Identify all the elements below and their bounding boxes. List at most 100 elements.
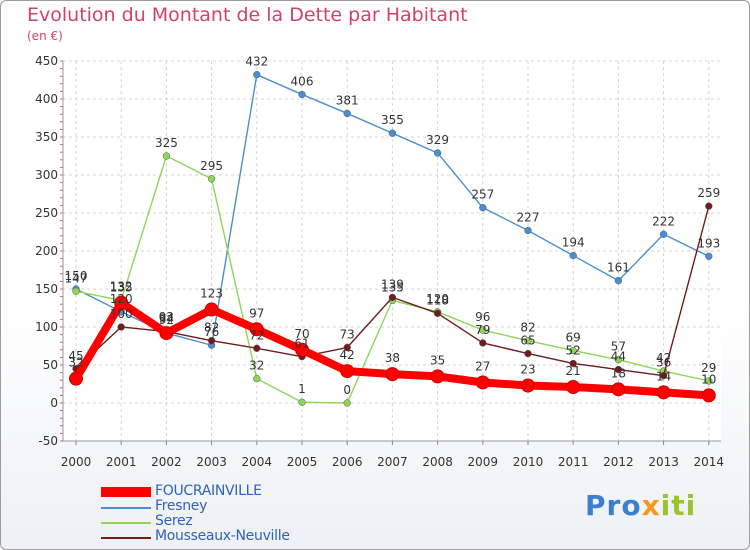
data-point-serez: [72, 287, 80, 295]
data-point-mousseaux-neuville: [569, 359, 577, 368]
data-label-foucrainville: 23: [520, 363, 535, 377]
data-point-serez: [343, 399, 351, 407]
data-label-mousseaux-neuville: 100: [110, 307, 133, 321]
data-label-foucrainville: 10: [701, 372, 716, 386]
x-tick-label: 2001: [106, 455, 137, 469]
data-point-foucrainville: [475, 375, 490, 390]
data-label-serez: 96: [475, 310, 490, 324]
x-tick-label: 2002: [151, 455, 182, 469]
data-label-fresney: 161: [607, 261, 630, 275]
data-point-mousseaux-neuville: [524, 349, 532, 358]
x-tick-label: 2009: [468, 455, 499, 469]
y-tick-label: -50: [38, 434, 58, 448]
data-label-fresney: 432: [245, 55, 268, 69]
data-point-mousseaux-neuville: [343, 343, 351, 352]
data-label-mousseaux-neuville: 36: [656, 356, 671, 370]
data-label-mousseaux-neuville: 52: [566, 343, 581, 357]
data-label-foucrainville: 132: [110, 280, 133, 294]
legend-swatch-foucrainville: [101, 487, 151, 497]
data-point-fresney: [253, 71, 261, 79]
legend-label-foucrainville: FOUCRAINVILLE: [155, 483, 262, 499]
data-point-foucrainville: [340, 364, 355, 379]
y-tick-label: 150: [35, 282, 58, 296]
data-label-fresney: 329: [426, 133, 449, 147]
data-label-fresney: 92: [159, 313, 174, 327]
data-label-mousseaux-neuville: 44: [611, 350, 626, 364]
data-point-serez: [298, 398, 306, 406]
data-point-foucrainville: [656, 385, 671, 400]
data-label-serez: 32: [249, 359, 264, 373]
data-label-foucrainville: 27: [475, 359, 490, 373]
data-point-foucrainville: [385, 367, 400, 382]
data-point-fresney: [433, 149, 442, 157]
data-label-serez: 147: [65, 271, 88, 285]
legend-swatch-serez: [101, 522, 151, 524]
data-point-fresney: [524, 226, 532, 235]
data-point-fresney: [705, 252, 713, 260]
data-label-foucrainville: 21: [566, 364, 581, 378]
data-label-serez: 295: [200, 159, 223, 173]
data-label-foucrainville: 97: [249, 306, 264, 320]
data-label-serez: 135: [110, 280, 133, 294]
data-point-mousseaux-neuville: [388, 293, 397, 302]
data-label-foucrainville: 35: [430, 353, 445, 367]
data-point-fresney: [388, 129, 397, 137]
data-label-mousseaux-neuville: 61: [294, 337, 309, 351]
data-point-serez: [207, 175, 216, 183]
data-point-mousseaux-neuville: [705, 202, 713, 210]
data-point-serez: [253, 375, 261, 383]
x-tick-label: 2008: [422, 455, 453, 469]
data-label-mousseaux-neuville: 82: [204, 321, 219, 335]
data-point-fresney: [343, 109, 351, 118]
legend-label-fresney: Fresney: [155, 498, 208, 514]
x-tick-label: 2014: [694, 455, 725, 469]
data-point-mousseaux-neuville: [479, 339, 487, 347]
x-tick-label: 2006: [332, 455, 363, 469]
data-label-mousseaux-neuville: 79: [475, 323, 490, 337]
data-label-mousseaux-neuville: 118: [426, 293, 449, 307]
x-tick-label: 2013: [648, 455, 679, 469]
data-point-mousseaux-neuville: [253, 344, 261, 352]
data-label-fresney: 257: [471, 188, 494, 202]
data-label-fresney: 222: [652, 214, 675, 228]
data-label-mousseaux-neuville: 139: [381, 277, 404, 291]
data-point-fresney: [659, 230, 668, 238]
chart-title: Evolution du Montant de la Dette par Hab…: [27, 4, 468, 26]
data-point-mousseaux-neuville: [659, 371, 668, 380]
data-label-fresney: 194: [562, 236, 585, 250]
data-point-fresney: [298, 90, 306, 99]
y-tick-label: 350: [35, 130, 58, 144]
data-point-foucrainville: [566, 380, 581, 395]
data-point-foucrainville: [114, 295, 129, 310]
x-tick-label: 2007: [377, 455, 408, 469]
data-label-foucrainville: 38: [385, 351, 400, 365]
data-label-serez: 0: [343, 383, 351, 397]
data-label-foucrainville: 18: [611, 366, 626, 380]
data-label-serez: 69: [566, 331, 581, 345]
legend-label-mousseaux-neuville: Mousseaux-Neuville: [155, 528, 290, 544]
data-label-serez: 1: [298, 382, 306, 396]
data-point-foucrainville: [159, 326, 174, 341]
data-label-foucrainville: 14: [656, 369, 671, 383]
series-layer: [69, 71, 716, 407]
data-label-serez: 42: [656, 351, 671, 365]
data-label-serez: 57: [611, 340, 626, 354]
x-tick-label: 2011: [558, 455, 589, 469]
data-point-foucrainville: [521, 378, 535, 393]
data-label-serez: 82: [520, 321, 535, 335]
data-point-foucrainville: [204, 302, 219, 317]
data-label-serez: 29: [701, 361, 716, 375]
data-label-mousseaux-neuville: 259: [697, 186, 720, 200]
data-point-foucrainville: [701, 388, 716, 403]
data-label-foucrainville: 92: [159, 310, 174, 324]
data-label-fresney: 193: [697, 236, 720, 250]
y-tick-label: 100: [35, 320, 58, 334]
x-tick-label: 2003: [196, 455, 227, 469]
data-point-serez: [614, 356, 623, 364]
data-point-fresney: [569, 251, 577, 260]
data-point-serez: [524, 337, 532, 345]
data-point-serez: [162, 152, 171, 160]
y-tick-label: 250: [35, 206, 58, 220]
